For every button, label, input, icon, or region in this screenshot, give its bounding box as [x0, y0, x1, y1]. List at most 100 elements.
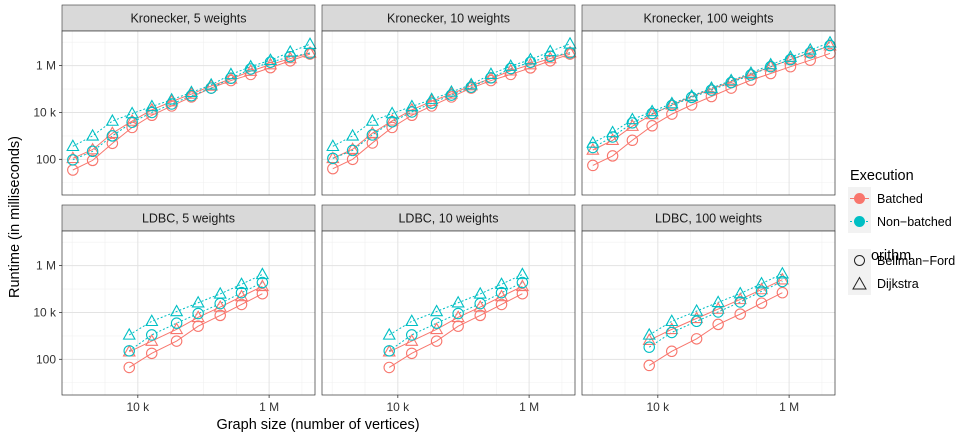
data-point-triangle [85, 128, 100, 141]
data-point-triangle [764, 57, 778, 70]
y-tick-label: 1 M [36, 59, 56, 73]
data-point-circle [235, 286, 248, 299]
data-point-triangle [213, 299, 227, 312]
data-point-circle [452, 320, 464, 332]
panel-border [581, 30, 836, 196]
data-point-triangle [224, 67, 238, 80]
data-point-triangle [165, 92, 179, 105]
data-point-triangle [473, 299, 487, 312]
data-point-triangle [283, 44, 297, 57]
facet-strip [321, 204, 576, 232]
series-line [648, 292, 783, 366]
series-line [388, 273, 523, 336]
data-point-triangle [244, 64, 258, 76]
data-point-triangle [642, 327, 656, 340]
data-point-circle [646, 120, 658, 132]
data-point-triangle [605, 133, 620, 146]
data-point-circle [712, 318, 724, 331]
data-point-circle [256, 287, 269, 300]
data-point-triangle [775, 272, 790, 285]
data-point-triangle [385, 113, 399, 126]
data-point-triangle [145, 102, 159, 115]
series-line [128, 293, 263, 368]
data-point-circle [146, 106, 158, 119]
data-point-triangle [733, 292, 747, 305]
data-point-triangle [66, 139, 80, 152]
data-point-circle [86, 145, 99, 158]
series-line [129, 285, 263, 353]
data-point-circle [327, 152, 339, 165]
y-tick-label: 100 [36, 352, 56, 366]
data-point-circle [626, 134, 639, 147]
legend: Execution Batched Non−batched Algorithm … [848, 168, 955, 295]
data-point-triangle [625, 119, 640, 131]
x-tick-label: 10 k [386, 400, 410, 414]
data-point-triangle [586, 135, 600, 148]
data-point-circle [406, 109, 418, 122]
data-point-triangle [724, 73, 738, 86]
data-point-circle [386, 116, 398, 128]
data-point-triangle [234, 277, 249, 289]
x-tick-label: 1 M [259, 400, 279, 414]
data-point-circle [485, 74, 497, 87]
data-point-triangle [543, 44, 557, 57]
data-point-triangle [803, 45, 817, 58]
data-point-triangle [563, 45, 577, 58]
data-point-triangle [783, 50, 798, 62]
facet-panel: Kronecker, 10 weights [321, 4, 577, 196]
facet-strip [321, 4, 576, 32]
data-point-triangle [665, 96, 679, 109]
data-point-triangle [326, 139, 340, 152]
panel-border [581, 230, 836, 396]
data-point-triangle [823, 35, 837, 48]
data-point-circle [386, 121, 398, 134]
data-point-circle [170, 335, 183, 347]
series-line [128, 273, 263, 336]
data-point-circle [235, 298, 248, 311]
legend-non-batched-label: Non−batched [877, 215, 952, 229]
data-point-triangle [665, 314, 679, 327]
data-point-triangle [665, 97, 679, 110]
legend-key-dijkstra [848, 272, 871, 295]
data-point-circle [192, 307, 204, 320]
plot-area [582, 31, 835, 195]
series-line [388, 293, 523, 368]
data-point-triangle [429, 322, 444, 335]
x-tick-label: 10 k [126, 400, 150, 414]
data-point-circle [383, 361, 395, 374]
data-point-circle [516, 287, 529, 300]
data-point-circle [745, 74, 757, 86]
data-point-triangle [365, 113, 380, 126]
data-point-triangle [405, 99, 419, 112]
y-axis-title: Runtime (in milliseconds) [7, 136, 23, 298]
data-point-circle [725, 76, 737, 89]
data-point-triangle [405, 102, 419, 115]
data-point-circle [755, 297, 768, 309]
data-point-triangle [685, 88, 699, 101]
data-point-triangle [543, 51, 557, 64]
legend-execution-title: Execution [850, 168, 914, 184]
data-point-circle [745, 69, 757, 81]
data-point-circle [705, 84, 718, 96]
data-point-triangle [744, 65, 758, 78]
series-line [332, 52, 571, 159]
x-axis-title: Graph size (number of vertices) [216, 417, 419, 433]
data-point-triangle [689, 303, 704, 316]
data-point-circle [665, 326, 678, 339]
facet-panel: Kronecker, 5 weights 100 10 k 1 M [33, 4, 317, 196]
data-point-triangle [405, 314, 419, 327]
facet-strip [61, 204, 316, 232]
data-point-triangle [145, 314, 159, 327]
data-point-circle [145, 347, 158, 360]
facet-strip [581, 4, 836, 32]
data-point-triangle [244, 59, 258, 72]
data-point-triangle [783, 52, 798, 65]
data-point-circle [405, 329, 418, 341]
data-point-triangle [263, 53, 278, 65]
data-point-triangle [255, 267, 270, 280]
y-tick-label: 10 k [33, 105, 57, 119]
x-tick-label: 10 k [646, 400, 670, 414]
data-point-circle [690, 315, 703, 328]
